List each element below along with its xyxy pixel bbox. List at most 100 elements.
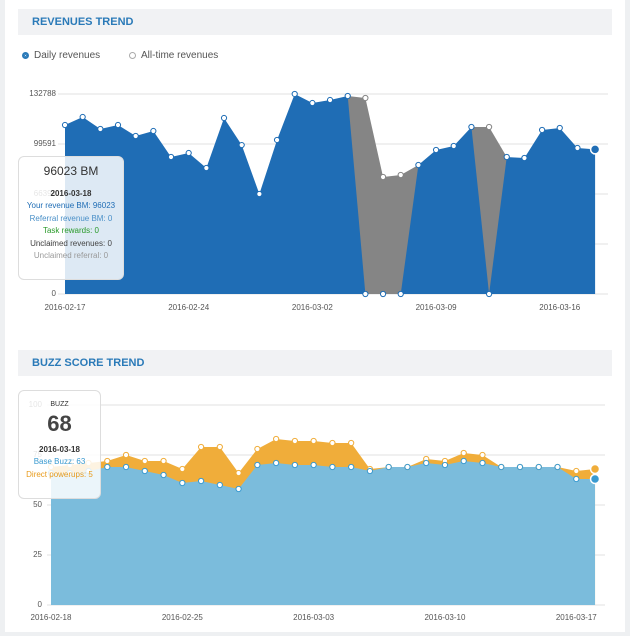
tooltip-line: Unclaimed revenues: 0 [30,238,112,248]
y-tick-label: 25 [33,550,42,559]
tooltip-title: BUZZ [50,401,69,408]
x-tick-label: 2016-03-16 [539,303,580,312]
data-point [150,127,157,135]
data-point [310,461,317,469]
data-point [573,467,580,475]
data-point [104,457,111,465]
data-point [521,154,528,162]
data-point [179,479,186,487]
data-point [97,125,104,133]
data-point [141,457,148,465]
data-point [291,437,298,445]
data-point [160,457,167,465]
data-point [460,449,467,457]
data-point [273,136,281,144]
data-point [397,171,404,179]
data-point [235,485,242,493]
data-point [309,99,316,107]
data-point [185,149,192,157]
data-point [348,463,355,471]
radio-label[interactable]: All-time revenues [141,50,219,61]
data-point [423,459,430,467]
radio-option[interactable]: All-time revenues [129,50,218,61]
data-point [203,164,210,172]
tooltip-line: Base Buzz: 63 [33,457,86,466]
tooltip-line: Task rewards: 0 [42,226,100,235]
radio-option[interactable]: Daily revenues [22,50,100,61]
data-point [254,445,261,453]
data-point [362,290,369,298]
data-point [366,467,374,475]
gray-area [347,96,419,294]
x-tick-label: 2016-03-02 [292,303,333,312]
data-point [273,435,280,443]
x-tick-label: 2016-03-17 [556,613,597,622]
data-point [160,471,167,479]
data-point [291,461,298,469]
y-tick-label: 99591 [34,139,57,148]
data-point [432,146,440,154]
radio-label[interactable]: Daily revenues [34,50,101,61]
data-point [379,173,387,181]
data-point [122,451,130,459]
data-point [498,463,505,471]
data-point [273,459,280,467]
data-point [485,290,493,298]
x-tick-label: 2016-02-24 [168,303,209,312]
tooltip-value: 68 [47,410,72,436]
data-point [216,443,223,451]
data-point [485,123,493,131]
data-point [79,113,86,121]
data-point [329,463,336,471]
tooltip-title: 96023 BM [43,164,99,178]
data-point [310,437,317,445]
y-tick-label: 0 [52,289,57,298]
y-tick-label: 132788 [29,89,56,98]
tooltip: BUZZ 68 2016-03-18 Base Buzz: 63 Direct … [18,390,101,499]
y-tick-label: 0 [38,600,43,609]
data-point [167,153,175,161]
data-point [589,463,601,475]
data-point [450,142,457,150]
data-point [554,463,561,471]
data-point [397,290,404,298]
data-point [141,467,148,475]
tooltip-line: Direct powerups: 5 [26,469,93,479]
data-point [132,132,139,140]
data-point [574,144,581,152]
x-tick-label: 2016-02-18 [31,613,72,622]
data-point [114,121,122,129]
data-point [104,463,111,471]
data-point [179,465,186,473]
tooltip-line: Your revenue BM: 96023 [26,201,116,210]
x-tick-label: 2016-03-10 [424,613,465,622]
data-point [235,469,242,477]
data-point [197,477,205,485]
x-tick-label: 2016-03-03 [293,613,334,622]
data-point [573,475,580,483]
data-point [503,153,510,161]
base-area [51,461,596,605]
data-point [415,161,422,169]
data-point [460,457,467,465]
section-header: BUZZ SCORE TREND [18,350,612,376]
tooltip-date: 2016-03-18 [39,444,80,454]
data-point [344,92,351,100]
data-point [516,463,524,471]
data-point [197,443,205,451]
data-point [362,94,369,102]
data-point [291,90,298,98]
x-tick-label: 2016-02-17 [45,303,86,312]
data-point [479,451,486,459]
data-point [589,144,601,155]
data-point [254,461,261,469]
data-point [404,463,411,471]
data-point [348,439,355,447]
data-point [479,459,486,467]
x-tick-label: 2016-02-25 [162,613,203,622]
tooltip-line: Referral revenue BM: 0 [29,213,113,223]
data-point [535,463,542,471]
data-point [220,114,228,122]
y-tick-label: 50 [33,500,42,509]
data-point [538,126,546,134]
